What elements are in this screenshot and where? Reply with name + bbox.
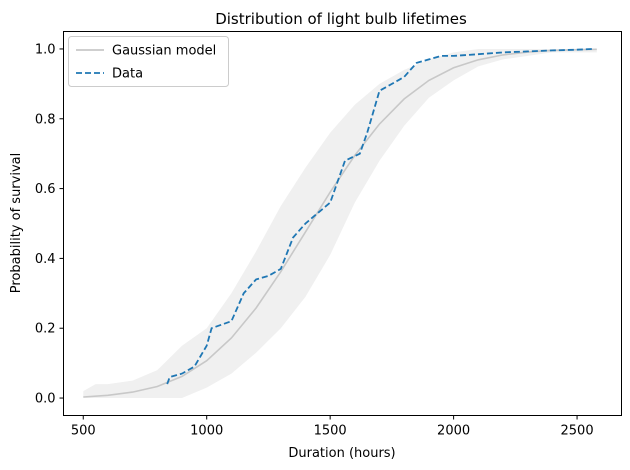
plot-area bbox=[83, 48, 597, 398]
legend-box bbox=[68, 36, 229, 87]
y-tick-label: 0.2 bbox=[35, 322, 56, 337]
y-tick-label: 1.0 bbox=[35, 42, 56, 57]
x-tick-label: 500 bbox=[71, 424, 96, 439]
legend-label-gaussian-model: Gaussian model bbox=[112, 44, 216, 59]
y-axis-label: Probability of survival bbox=[9, 153, 24, 293]
y-tick-label: 0.4 bbox=[35, 252, 56, 267]
chart-title: Distribution of light bulb lifetimes bbox=[215, 10, 467, 28]
legend: Gaussian model Data bbox=[68, 36, 229, 87]
legend-label-data: Data bbox=[112, 67, 143, 82]
series-line-data bbox=[166, 48, 592, 385]
x-tick-label: 1000 bbox=[190, 424, 223, 439]
plot-frame bbox=[63, 31, 622, 416]
ticks: 500 1000 1500 2000 2500 0.0 0.2 0.4 0.6 0.8 1.0 bbox=[35, 42, 594, 438]
y-tick-label: 0.6 bbox=[35, 182, 56, 197]
x-tick-label: 2000 bbox=[437, 424, 470, 439]
y-tick-label: 0.8 bbox=[35, 112, 56, 127]
series-line-gaussian-model bbox=[83, 48, 597, 398]
x-tick-label: 1500 bbox=[314, 424, 347, 439]
x-tick-label: 2500 bbox=[561, 424, 594, 439]
y-tick-label: 0.0 bbox=[35, 392, 56, 407]
confidence-band bbox=[83, 49, 597, 398]
x-axis-label: Duration (hours) bbox=[288, 446, 395, 461]
